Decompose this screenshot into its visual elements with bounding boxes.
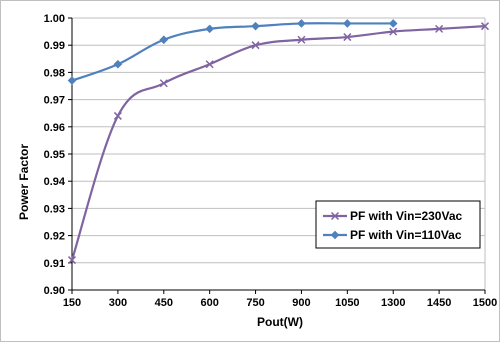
gridlines (72, 17, 486, 290)
series-1-point (297, 35, 306, 44)
y-tick-label: 0.91 (44, 258, 65, 270)
y-tick-label: 0.96 (44, 122, 65, 134)
legend: PF with Vin=230Vac PF with Vin=110Vac (315, 200, 481, 249)
series-1-point (67, 256, 77, 265)
series-2-point (205, 24, 214, 34)
y-tick-label: 0.98 (44, 67, 65, 79)
x-tick-labels: 150 300 450 600 750 900 1050 1300 1450 1500 (63, 297, 497, 309)
y-axis-title: Power Factor (17, 144, 31, 220)
x-tick-label: 1450 (427, 297, 451, 309)
legend-item-2-label: PF with Vin=110Vac (350, 228, 462, 242)
legend-item-1: PF with Vin=230Vac (323, 209, 462, 223)
legend-box (315, 200, 481, 249)
series-1-point (113, 111, 122, 120)
y-tick-label: 0.92 (44, 231, 65, 243)
legend-item-1-marker (330, 211, 340, 221)
legend-item-2-marker (330, 230, 340, 240)
y-tick-label: 1.00 (44, 13, 65, 25)
series-lines (67, 19, 490, 265)
y-tick-label: 0.95 (44, 149, 65, 161)
axes (68, 17, 486, 294)
x-tick-label: 150 (63, 297, 81, 309)
series-2-point (343, 19, 352, 28)
series-1-point (480, 22, 490, 31)
series-1-point (159, 79, 168, 88)
x-axis-title: Pout(W) (257, 315, 303, 329)
series-1-point (435, 24, 444, 33)
y-tick-label: 0.99 (44, 40, 65, 52)
series-2-point (113, 59, 123, 69)
x-tick-label: 1500 (473, 297, 497, 309)
series-2-point (67, 76, 77, 85)
x-tick-label: 900 (292, 297, 310, 309)
x-tick-label: 450 (155, 297, 173, 309)
series-2-point (159, 35, 169, 45)
x-tick-label: 1300 (381, 297, 405, 309)
y-tick-label: 0.97 (44, 95, 65, 107)
series-2-point (251, 21, 260, 31)
series-1-point (251, 41, 260, 50)
y-tick-labels: 0.90 0.91 0.92 0.93 0.94 0.95 0.96 0.97 0.98 0.99… (44, 13, 66, 297)
series-2-point (297, 19, 306, 28)
series-1-point (205, 60, 214, 69)
y-tick-label: 0.94 (44, 176, 66, 188)
y-tick-label: 0.90 (44, 285, 65, 297)
x-tick-label: 1050 (335, 297, 359, 309)
legend-item-2: PF with Vin=110Vac (323, 228, 462, 242)
series-2-point (388, 19, 398, 28)
series-1-point (389, 27, 398, 36)
legend-item-1-label: PF with Vin=230Vac (350, 209, 462, 223)
x-tick-label: 300 (109, 297, 127, 309)
x-tick-label: 750 (246, 297, 264, 309)
x-tick-label: 600 (200, 297, 218, 309)
series-1-point (343, 33, 352, 42)
y-tick-label: 0.93 (44, 203, 65, 215)
